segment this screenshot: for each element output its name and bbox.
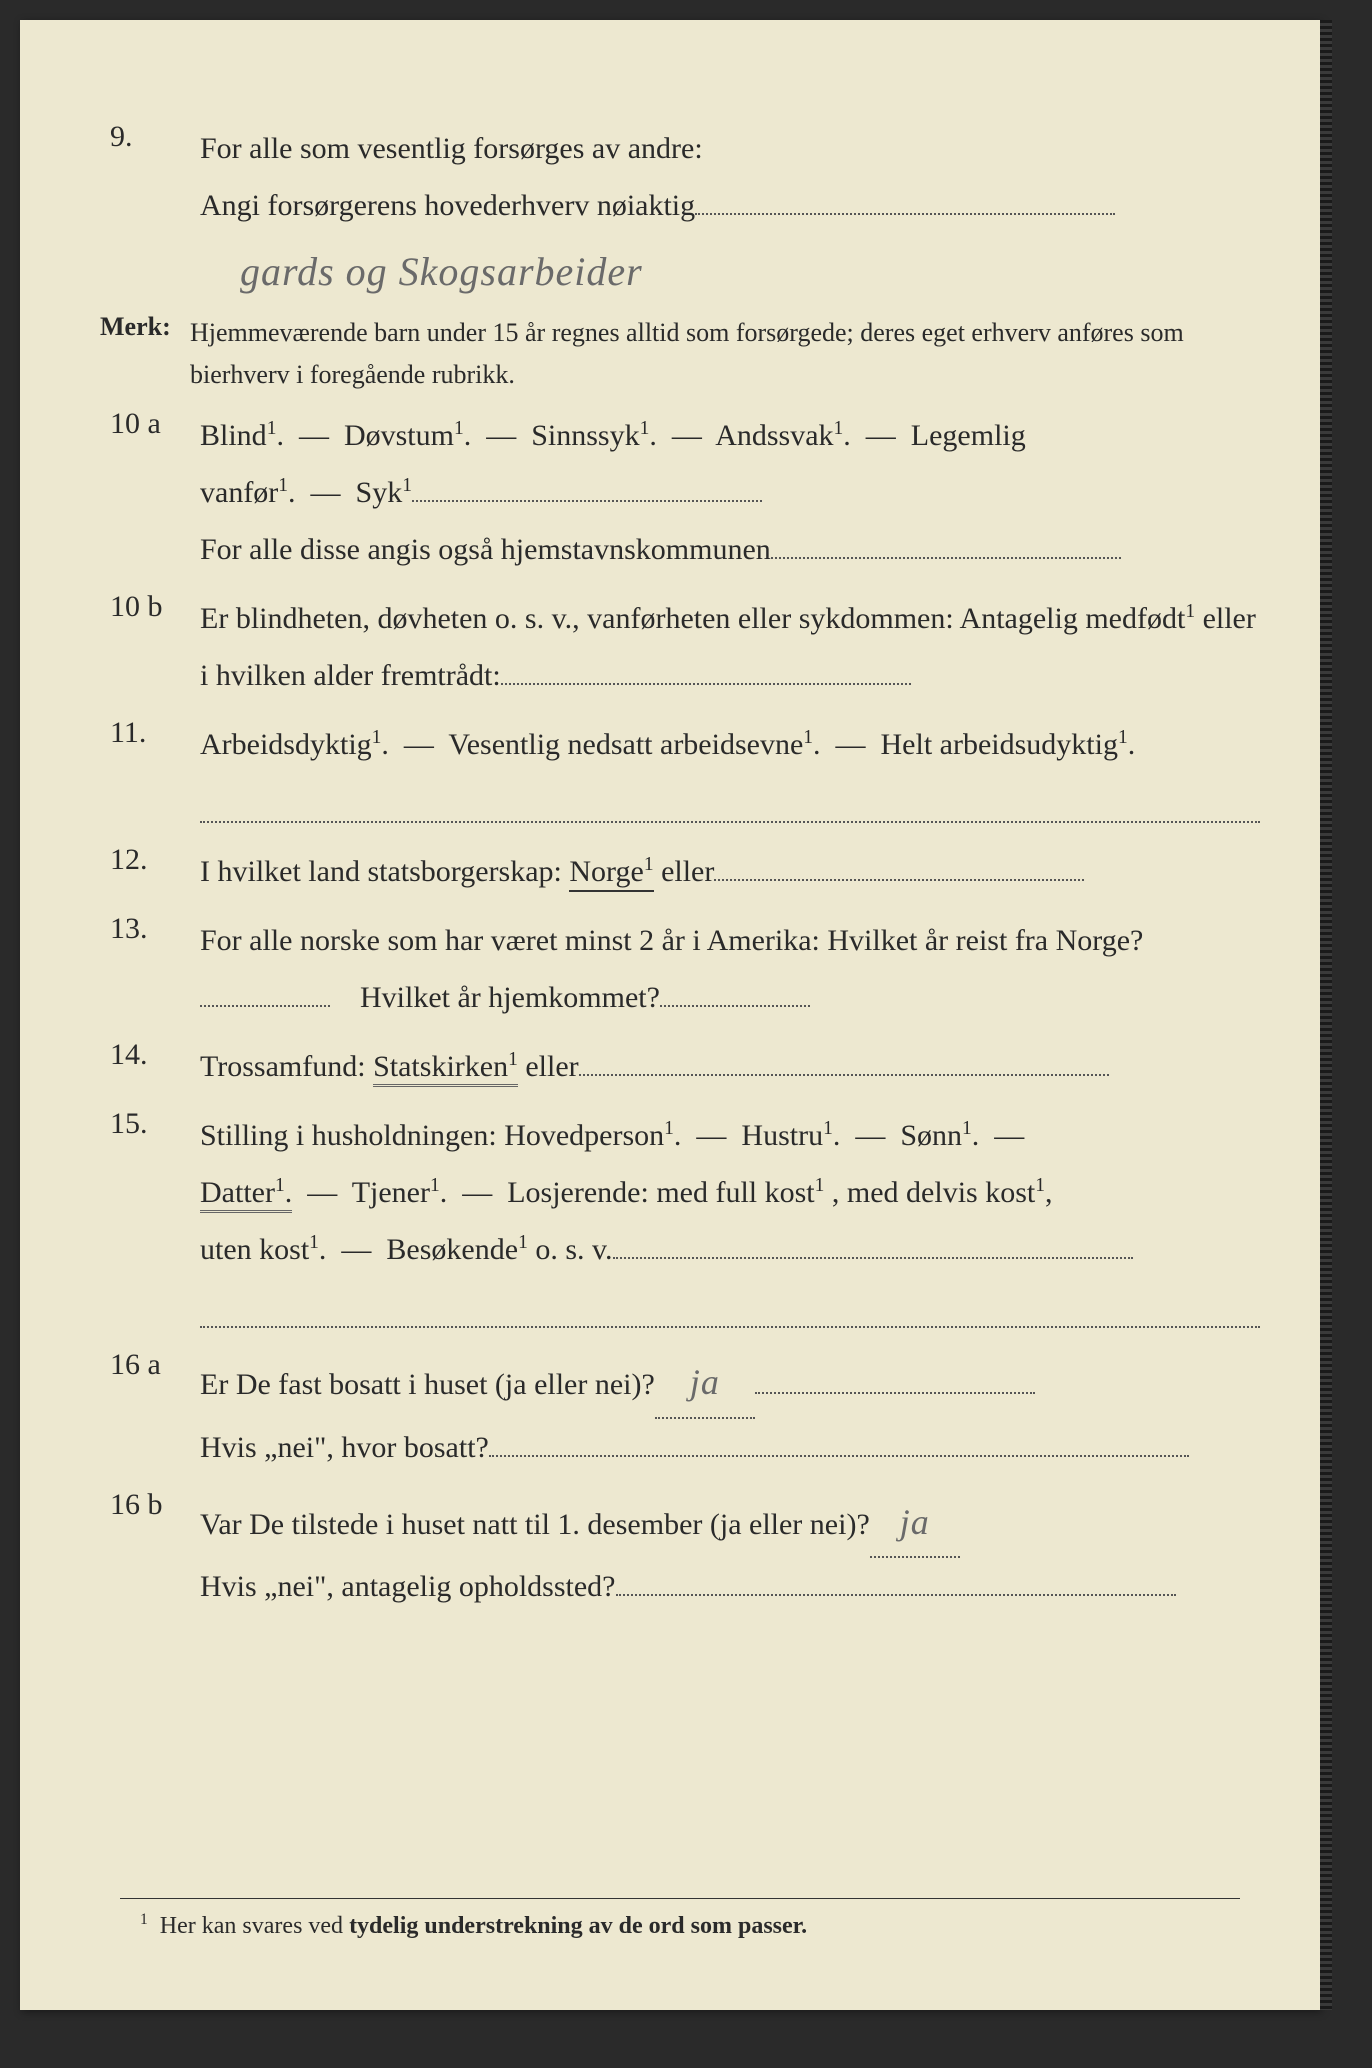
question-12: 12. I hvilket land statsborgerskap: Norg…: [100, 843, 1260, 900]
q14-text2: eller: [525, 1050, 578, 1083]
q15-besok: Besøkende1: [386, 1233, 527, 1266]
question-16a: 16 a Er De fast bosatt i huset (ja eller…: [100, 1348, 1260, 1475]
q14-blank: [579, 1038, 1109, 1076]
q16a-text2: Hvis „nei", hvor bosatt?: [200, 1431, 489, 1464]
q15-osv: o. s. v.: [535, 1233, 612, 1266]
footnote: 1 Her kan svares ved tydelig understrekn…: [120, 1898, 1240, 1940]
q16a-blank2: [489, 1419, 1189, 1457]
q9-line2: Angi forsørgerens hovederhverv nøiaktig: [200, 189, 695, 222]
q15-los: Losjerende: med full kost1: [507, 1176, 824, 1209]
q12-norge: Norge1: [569, 855, 653, 892]
q10a-opt6: Syk1: [356, 476, 412, 509]
q11-content: Arbeidsdyktig1. — Vesentlig nedsatt arbe…: [200, 716, 1260, 831]
merk-text: Hjemmeværende barn under 15 år regnes al…: [190, 312, 1260, 395]
q9-handwritten-answer: gards og Skogsarbeider: [240, 249, 643, 294]
question-11: 11. Arbeidsdyktig1. — Vesentlig nedsatt …: [100, 716, 1260, 831]
q10a-blank1: [412, 464, 762, 502]
q14-text1: Trossamfund:: [200, 1050, 373, 1083]
q10b-blank: [501, 647, 911, 685]
q10a-line3: For alle disse angis også hjemstavnskomm…: [200, 533, 771, 566]
q10a-content: Blind1. — Døvstum1. — Sinnssyk1. — Andss…: [200, 407, 1260, 578]
q14-content: Trossamfund: Statskirken1 eller: [200, 1038, 1260, 1095]
q15-sonn: Sønn1.: [900, 1119, 979, 1152]
q10a-opt3: Sinnssyk1.: [531, 419, 657, 452]
q12-content: I hvilket land statsborgerskap: Norge1 e…: [200, 843, 1260, 900]
q9-line1: For alle som vesentlig forsørges av andr…: [200, 132, 703, 165]
q13-content: For alle norske som har været minst 2 år…: [200, 912, 1260, 1026]
footnote-sup: 1: [140, 1911, 148, 1928]
q15-number: 15.: [100, 1107, 200, 1141]
q16b-text1: Var De tilstede i huset natt til 1. dese…: [200, 1508, 870, 1541]
scan-edge: [1320, 20, 1332, 2010]
question-14: 14. Trossamfund: Statskirken1 eller: [100, 1038, 1260, 1095]
q15-content: Stilling i husholdningen: Hovedperson1. …: [200, 1107, 1260, 1336]
q9-blank: [695, 177, 1115, 215]
q14-number: 14.: [100, 1038, 200, 1072]
q12-number: 12.: [100, 843, 200, 877]
footnote-body: Her kan svares ved tydelig understreknin…: [160, 1913, 807, 1939]
q16a-text1: Er De fast bosatt i huset (ja eller nei)…: [200, 1368, 655, 1401]
merk-label: Merk:: [100, 312, 190, 342]
q16b-blank2: [616, 1558, 1176, 1596]
q10a-opt5a: Legemlig: [911, 419, 1026, 452]
q15-uten: uten kost1.: [200, 1233, 326, 1266]
document-page: 9. For alle som vesentlig forsørges av a…: [20, 20, 1320, 2010]
q10a-blank2: [771, 521, 1121, 559]
q16b-answer: ja: [900, 1502, 930, 1542]
q16b-text2: Hvis „nei", antagelig opholdssted?: [200, 1570, 616, 1603]
q16a-number: 16 a: [100, 1348, 200, 1382]
q11-opt2: Vesentlig nedsatt arbeidsevne1.: [448, 728, 820, 761]
question-13: 13. For alle norske som har været minst …: [100, 912, 1260, 1026]
question-16b: 16 b Var De tilstede i huset natt til 1.…: [100, 1488, 1260, 1615]
q16a-content: Er De fast bosatt i huset (ja eller nei)…: [200, 1348, 1260, 1475]
q15-blank2: [200, 1286, 1260, 1328]
merk-note: Merk: Hjemmeværende barn under 15 år reg…: [100, 312, 1260, 395]
q10a-opt4: Andssvak1.: [715, 419, 851, 452]
q15-hustru: Hustru1.: [741, 1119, 840, 1152]
q15-tjener: Tjener1.: [352, 1176, 448, 1209]
q11-opt3: Helt arbeidsudyktig1.: [881, 728, 1136, 761]
q12-blank: [714, 843, 1084, 881]
question-9: 9. For alle som vesentlig forsørges av a…: [100, 120, 1260, 310]
q10a-opt2: Døvstum1.: [344, 419, 471, 452]
q12-text2: eller: [661, 855, 714, 888]
q15-delvis: , med delvis kost1,: [832, 1176, 1053, 1209]
q12-text1: I hvilket land statsborgerskap:: [200, 855, 569, 888]
q10b-number: 10 b: [100, 590, 200, 624]
question-15: 15. Stilling i husholdningen: Hovedperso…: [100, 1107, 1260, 1336]
q13-blank2: [660, 969, 810, 1007]
q14-statskirken: Statskirken1: [373, 1050, 518, 1087]
q15-datter: Datter1.: [200, 1176, 292, 1213]
q9-content: For alle som vesentlig forsørges av andr…: [200, 120, 1260, 310]
q13-text1: For alle norske som har været minst 2 år…: [200, 924, 1143, 957]
q15-blank1: [613, 1221, 1133, 1259]
q10b-content: Er blindheten, døvheten o. s. v., vanfør…: [200, 590, 1260, 704]
q16a-answer-blank: ja: [655, 1348, 755, 1418]
q13-number: 13.: [100, 912, 200, 946]
q16a-blank-rest: [755, 1356, 1035, 1394]
q10a-opt5b: vanfør1.: [200, 476, 296, 509]
q16b-answer-blank: ja: [870, 1488, 960, 1558]
q10b-text1: Er blindheten, døvheten o. s. v., vanfør…: [200, 602, 1185, 635]
question-10b: 10 b Er blindheten, døvheten o. s. v., v…: [100, 590, 1260, 704]
q13-blank1: [200, 969, 330, 1007]
q16b-number: 16 b: [100, 1488, 200, 1522]
q11-number: 11.: [100, 716, 200, 750]
q10a-opt1: Blind1.: [200, 419, 284, 452]
q16a-answer: ja: [690, 1362, 720, 1402]
q11-blank: [200, 781, 1260, 823]
q13-text2: Hvilket år hjemkommet?: [360, 981, 660, 1014]
question-10a: 10 a Blind1. — Døvstum1. — Sinnssyk1. — …: [100, 407, 1260, 578]
q9-number: 9.: [100, 120, 200, 154]
q15-text1: Stilling i husholdningen: Hovedperson: [200, 1119, 664, 1152]
q16b-content: Var De tilstede i huset natt til 1. dese…: [200, 1488, 1260, 1615]
q10a-number: 10 a: [100, 407, 200, 441]
footnote-text: 1 Her kan svares ved tydelig understrekn…: [140, 1913, 807, 1939]
q11-opt1: Arbeidsdyktig1.: [200, 728, 389, 761]
